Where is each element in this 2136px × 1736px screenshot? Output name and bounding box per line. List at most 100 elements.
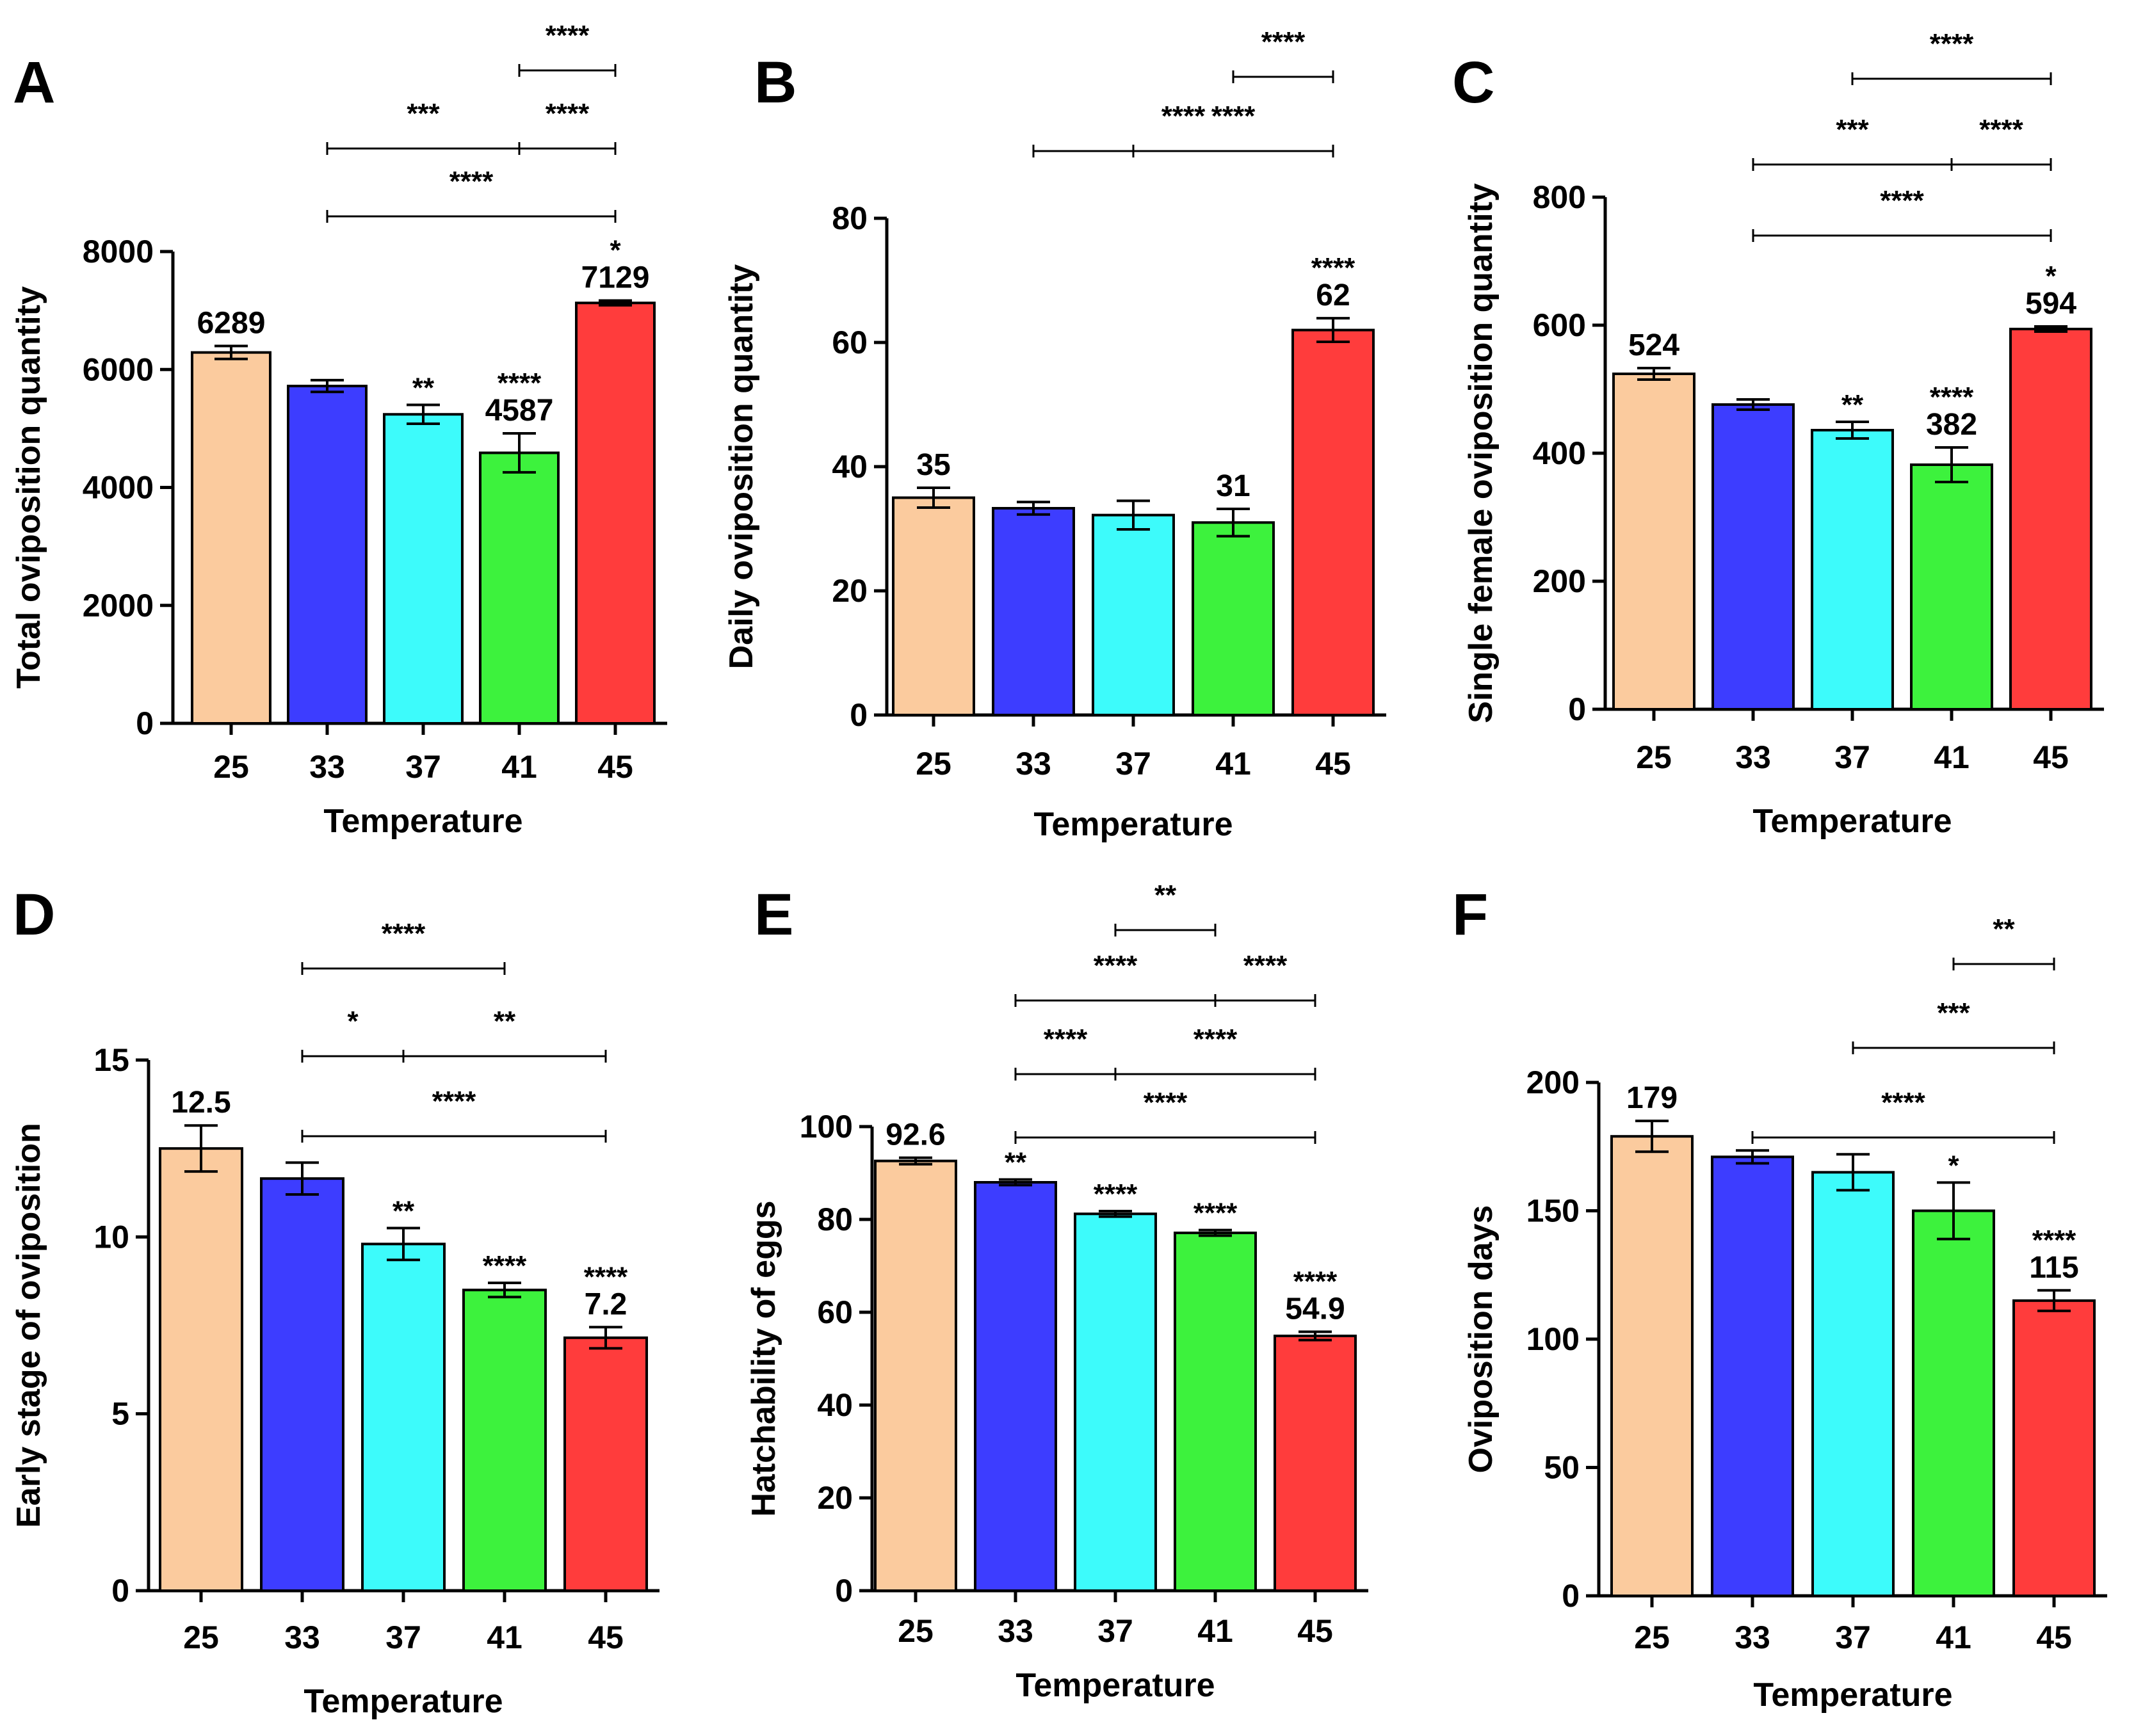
bracket-label: **** (1979, 114, 2023, 145)
bar-33 (1711, 403, 1795, 711)
significance-label: ** (1841, 389, 1864, 421)
significance-label: **** (584, 1261, 628, 1292)
x-tick-label: 37 (1834, 739, 1870, 775)
data-label: 179 (1626, 1081, 1678, 1115)
significance-label: ** (392, 1196, 415, 1227)
significance-label: **** (1930, 382, 1974, 413)
bar-25 (1610, 1135, 1694, 1597)
x-tick-label: 33 (284, 1619, 320, 1655)
significance-label: * (610, 235, 621, 266)
y-axis-title: Total oviposition quantity (10, 286, 47, 689)
x-axis-title: Temperature (1752, 803, 1952, 840)
y-tick-label: 2000 (83, 588, 154, 623)
bracket-label: **** (1044, 1024, 1088, 1055)
y-axis-title: Oviposition days (1462, 1205, 1500, 1474)
x-axis-title: Temperature (1033, 806, 1233, 843)
y-tick-label: 100 (1526, 1321, 1580, 1357)
y-tick-label: 80 (832, 200, 868, 236)
y-axis-title: Single female oviposition quantity (1462, 183, 1500, 723)
bracket-label: *** (1836, 114, 1869, 145)
bracket-label: ** (494, 1006, 516, 1037)
significance-label: **** (1293, 1266, 1338, 1297)
x-tick-label: 45 (2036, 1619, 2072, 1655)
x-tick-label: 33 (309, 749, 345, 785)
bracket-label: *** (1937, 997, 1970, 1029)
bracket-label: **** (1193, 1024, 1238, 1055)
x-tick-label: 25 (1636, 739, 1672, 775)
y-tick-label: 400 (1533, 435, 1586, 471)
significance-label: ** (1005, 1147, 1027, 1178)
bar-37 (1074, 1212, 1157, 1593)
x-tick-label: 37 (385, 1619, 421, 1655)
bar-37 (1811, 429, 1894, 711)
x-tick-label: 37 (405, 749, 441, 785)
x-axis-title: Temperature (303, 1683, 503, 1720)
panel-e: E 0 20 40 60 80 100 25 92.6 33 ** 37 **** 41 **** 45 54.… (745, 880, 1368, 1704)
bar-41 (479, 451, 560, 725)
x-tick-label: 25 (183, 1619, 219, 1655)
y-tick-label: 100 (800, 1109, 853, 1145)
x-tick-label: 45 (588, 1619, 624, 1655)
bar-25 (1612, 373, 1695, 711)
significance-label: **** (483, 1250, 527, 1282)
data-label: 35 (916, 448, 950, 482)
bracket-label: **** (382, 918, 426, 949)
x-tick-label: 41 (487, 1619, 522, 1655)
bracket-label: **** (546, 98, 590, 129)
data-label: 594 (2025, 287, 2076, 321)
bar-37 (361, 1242, 446, 1593)
bracket-label: **** (1881, 1087, 1925, 1118)
data-label: 62 (1316, 278, 1350, 312)
y-tick-label: 15 (93, 1042, 129, 1078)
data-label: 115 (2029, 1251, 2078, 1285)
bar-25 (874, 1159, 957, 1592)
data-label: 382 (1926, 408, 1977, 442)
y-tick-label: 20 (832, 573, 868, 609)
y-tick-label: 200 (1526, 1065, 1580, 1100)
panel-letter: E (754, 882, 793, 947)
x-axis-title: Temperature (1015, 1667, 1215, 1704)
x-tick-label: 25 (916, 746, 951, 782)
x-axis-title: Temperature (1753, 1676, 1952, 1714)
y-tick-label: 0 (111, 1573, 129, 1609)
significance-label: **** (1193, 1198, 1238, 1229)
bracket-label: *** (407, 98, 440, 129)
data-label: 12.5 (171, 1086, 231, 1120)
bar-37 (1092, 513, 1175, 716)
y-tick-label: 150 (1526, 1193, 1580, 1229)
panel-letter: B (754, 50, 797, 115)
y-tick-label: 5 (111, 1396, 129, 1432)
x-tick-label: 45 (1297, 1613, 1333, 1649)
bracket-label: ** (1154, 880, 1177, 911)
panel-letter: C (1452, 50, 1494, 115)
data-label: 4587 (485, 394, 554, 428)
panel-letter: D (13, 882, 55, 947)
x-tick-label: 41 (501, 749, 537, 785)
bracket-label: **** (449, 166, 494, 197)
x-tick-label: 25 (1634, 1619, 1670, 1655)
x-tick-label: 25 (898, 1613, 934, 1649)
bar-25 (892, 496, 975, 716)
bar-33 (992, 506, 1075, 716)
bracket-label: ** (1993, 913, 2015, 945)
x-axis-title: Temperature (323, 803, 522, 840)
bar-41 (1910, 463, 1993, 711)
y-tick-label: 80 (817, 1202, 853, 1237)
bar-33 (1711, 1155, 1794, 1598)
significance-label: * (1948, 1150, 1959, 1181)
panel-letter: F (1452, 882, 1488, 947)
bar-45 (2012, 1299, 2096, 1597)
x-tick-label: 33 (1015, 746, 1051, 782)
bracket-label: **** (1261, 26, 1306, 58)
y-tick-label: 20 (817, 1480, 853, 1516)
bracket-label: **** (546, 20, 590, 51)
y-tick-label: 40 (832, 449, 868, 485)
significance-label: ** (412, 373, 435, 404)
x-tick-label: 37 (1115, 746, 1151, 782)
